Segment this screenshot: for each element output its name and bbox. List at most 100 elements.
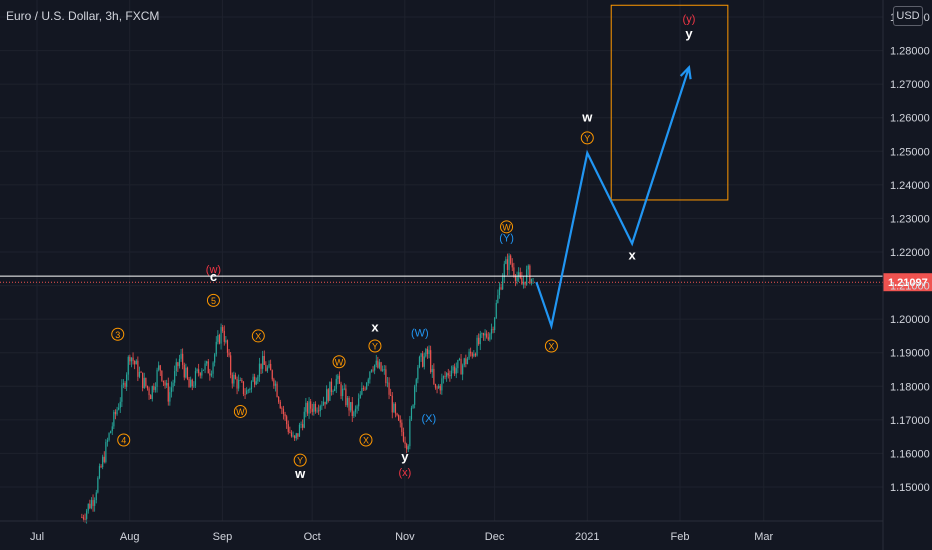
candle-body (167, 383, 169, 402)
candle-body (98, 466, 101, 478)
wave-label: W (335, 357, 344, 367)
candle-body (489, 333, 491, 340)
candle-body (295, 433, 297, 439)
wave-label: x (371, 320, 379, 335)
wave-label: w (294, 466, 306, 481)
candle-body (487, 337, 489, 340)
wave-label: (x) (398, 467, 411, 479)
y-tick-label: 1.26000 (890, 113, 930, 125)
candle-body (532, 278, 534, 280)
candle-body (500, 287, 502, 290)
candle-body (524, 281, 526, 285)
candle-body (337, 375, 339, 379)
candle-body (164, 382, 166, 386)
candle-body (266, 367, 269, 372)
candle-body (239, 380, 241, 381)
candle-body (428, 350, 430, 355)
candle-body (180, 353, 182, 359)
candle-body (476, 337, 478, 356)
candle-body (162, 380, 165, 383)
candle-body (342, 388, 344, 397)
wave-label-circle (332, 355, 346, 369)
candle-body (186, 367, 189, 379)
candle-body (497, 295, 499, 303)
x-tick-label: Oct (304, 531, 321, 543)
candle-body (129, 356, 131, 362)
candle-body (166, 383, 168, 386)
wave-label-circle (206, 293, 220, 307)
x-tick-label: Mar (754, 531, 773, 543)
candle-body (335, 378, 337, 389)
candle-body (481, 333, 483, 334)
wave-label: Y (297, 456, 303, 466)
candle-body (329, 381, 331, 401)
candle-body (388, 382, 390, 395)
candle-body (332, 391, 334, 392)
candle-body (113, 411, 115, 427)
candle-body (220, 327, 222, 344)
candle-body (486, 333, 488, 338)
candle-body (137, 360, 139, 377)
candle-body (114, 411, 117, 415)
candle-body (402, 432, 405, 442)
candle-body (396, 413, 398, 416)
wave-label: x (629, 247, 637, 262)
candle-body (478, 337, 480, 345)
candle-body (217, 335, 219, 342)
candle-body (306, 402, 309, 414)
candle-body (143, 377, 145, 389)
candle-body (300, 424, 302, 425)
candle-body (310, 401, 312, 409)
x-tick-label: Aug (120, 531, 140, 543)
drawing-overlays[interactable] (535, 4, 729, 331)
candle-body (354, 408, 357, 412)
candle-body (450, 370, 453, 377)
candle-body (278, 396, 280, 402)
wave-label-circle (368, 339, 382, 353)
candle-body (193, 385, 195, 387)
candle-body (230, 355, 232, 375)
wave-label: (y) (683, 14, 696, 26)
candle-body (191, 379, 193, 387)
candle-body (110, 431, 112, 434)
candle-body (311, 408, 313, 412)
candle-body (279, 401, 281, 409)
candle-body (274, 383, 277, 386)
wave-label: Y (372, 342, 378, 352)
candle-body (116, 409, 118, 415)
wave-label: X (255, 331, 261, 341)
candle-body (420, 353, 422, 357)
candle-body (423, 356, 425, 367)
candle-body (226, 340, 229, 353)
wave-label: 3 (115, 330, 120, 340)
candle-body (132, 357, 134, 361)
candle-body (265, 364, 267, 372)
candle-body (438, 385, 440, 389)
candle-body (385, 369, 387, 383)
candle-body (290, 432, 293, 437)
candle-body (375, 360, 377, 365)
y-tick-label: 1.20000 (890, 314, 930, 326)
candle-body (353, 411, 355, 417)
candle-body (170, 387, 173, 393)
candle-body (415, 379, 417, 387)
candle-body (466, 358, 469, 365)
candle-body (246, 390, 248, 395)
candle-body (372, 369, 374, 371)
candle-body (118, 407, 120, 410)
y-tick-label: 1.18000 (890, 381, 930, 393)
candle-body (142, 372, 144, 389)
currency-button[interactable]: USD (893, 6, 923, 26)
candle-body (271, 370, 273, 380)
candle-body (103, 456, 105, 462)
candle-body (382, 369, 384, 371)
candle-body (198, 369, 200, 374)
candle-body (473, 353, 475, 357)
candle-body (281, 408, 283, 410)
candle-body (185, 367, 187, 378)
wave-label-circle (500, 220, 514, 234)
candle-body (468, 351, 470, 359)
candle-body (262, 356, 264, 369)
candle-body (303, 411, 305, 428)
